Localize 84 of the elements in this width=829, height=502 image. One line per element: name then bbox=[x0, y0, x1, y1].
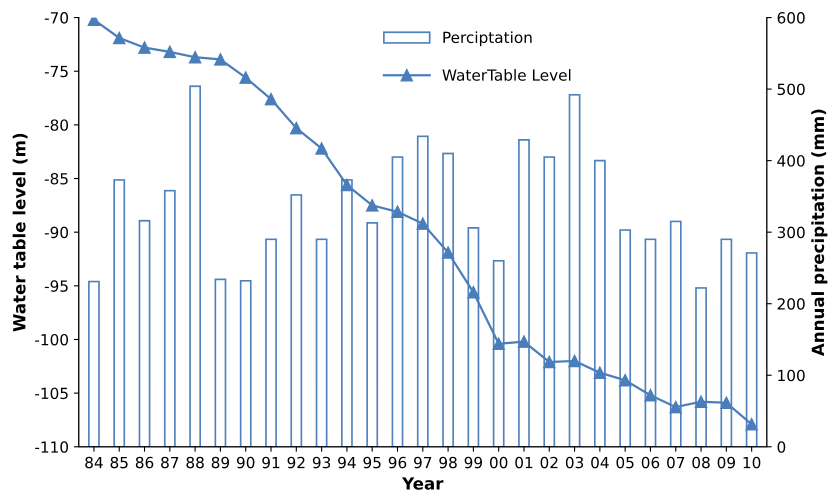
bar bbox=[316, 238, 328, 447]
point bbox=[239, 71, 252, 84]
point bbox=[518, 335, 530, 348]
legend-label: WaterTable Level bbox=[442, 69, 570, 81]
bar bbox=[164, 190, 176, 447]
point bbox=[467, 286, 480, 299]
x-tick-label: 01 bbox=[515, 456, 532, 468]
y-axis-title: Water table level (m) bbox=[12, 134, 28, 332]
point bbox=[290, 122, 303, 134]
x-tick-label: 02 bbox=[540, 456, 558, 468]
x-tick-label: 06 bbox=[642, 456, 660, 468]
x-tick-label: 91 bbox=[262, 456, 280, 468]
y-tick-label: -100 bbox=[35, 334, 68, 346]
point bbox=[644, 389, 657, 402]
x-tick-label: 05 bbox=[616, 456, 634, 468]
bar bbox=[240, 280, 252, 447]
point bbox=[366, 199, 378, 212]
y-tick-label: -70 bbox=[44, 12, 68, 24]
point bbox=[315, 142, 328, 155]
x-tick-label: 95 bbox=[363, 456, 381, 468]
bar bbox=[366, 222, 378, 447]
x-tick-label: 08 bbox=[692, 456, 710, 468]
point bbox=[164, 46, 176, 58]
x-tick-label: 04 bbox=[591, 456, 609, 468]
x-tick-label: 00 bbox=[490, 456, 508, 468]
x-tick-label: 85 bbox=[110, 456, 128, 468]
y2-tick-label: 200 bbox=[778, 298, 805, 310]
x-tick-label: 97 bbox=[414, 456, 432, 468]
y2-tick-label: 600 bbox=[778, 12, 805, 24]
x-tick-label: 98 bbox=[439, 456, 457, 468]
bar bbox=[290, 194, 302, 447]
bar bbox=[88, 280, 100, 447]
point bbox=[694, 395, 708, 408]
x-tick-label: 92 bbox=[288, 456, 304, 468]
y-tick-label: -110 bbox=[35, 441, 68, 453]
x-tick-label: 89 bbox=[212, 456, 230, 468]
point bbox=[416, 217, 430, 230]
y-tick-label: -75 bbox=[44, 66, 68, 78]
point bbox=[442, 246, 454, 259]
x-tick-label: 90 bbox=[236, 456, 254, 468]
y2-tick-label: 500 bbox=[778, 84, 805, 96]
x-tick-label: 93 bbox=[312, 456, 330, 468]
x-axis-title: Year bbox=[402, 477, 444, 490]
y-tick-label: -105 bbox=[35, 388, 68, 400]
point bbox=[264, 92, 278, 106]
x-tick-label: 99 bbox=[464, 456, 482, 468]
y-tick-label: -80 bbox=[44, 119, 68, 131]
y2-tick-label: 0 bbox=[778, 441, 786, 453]
bar bbox=[138, 220, 150, 447]
point bbox=[745, 418, 758, 430]
point bbox=[138, 41, 151, 54]
point bbox=[670, 400, 682, 414]
x-tick-label: 03 bbox=[566, 456, 584, 468]
x-tick-label: 07 bbox=[667, 456, 684, 468]
point bbox=[594, 366, 606, 379]
legend-label: Perciptation bbox=[443, 31, 532, 46]
y2-axis-title: Annual precipitation (mm) bbox=[811, 110, 828, 356]
y2-tick-label: 100 bbox=[778, 370, 805, 382]
bar bbox=[113, 179, 126, 447]
x-tick-label: 10 bbox=[744, 456, 760, 468]
point bbox=[391, 206, 404, 218]
y-tick-label: -90 bbox=[44, 226, 68, 238]
x-tick-label: 09 bbox=[718, 456, 735, 468]
point bbox=[618, 374, 632, 387]
y2-tick-label: 400 bbox=[777, 155, 805, 167]
point bbox=[568, 354, 581, 368]
bar bbox=[214, 278, 226, 447]
point bbox=[112, 32, 126, 44]
bar bbox=[265, 238, 277, 447]
point bbox=[492, 338, 505, 350]
x-tick-label: 96 bbox=[388, 456, 406, 468]
y2-tick-label: 300 bbox=[778, 226, 805, 238]
point bbox=[543, 356, 556, 368]
y-tick-label: -85 bbox=[44, 172, 68, 185]
x-tick-label: 88 bbox=[186, 456, 204, 468]
point bbox=[188, 51, 202, 64]
x-tick-label: 94 bbox=[338, 456, 356, 468]
x-tick-label: 87 bbox=[161, 456, 178, 468]
x-tick-label: 86 bbox=[136, 456, 154, 468]
bar bbox=[189, 85, 202, 447]
y-tick-label: -95 bbox=[44, 280, 68, 292]
point bbox=[340, 178, 354, 192]
x-tick-label: 84 bbox=[85, 456, 103, 468]
point bbox=[214, 53, 227, 66]
